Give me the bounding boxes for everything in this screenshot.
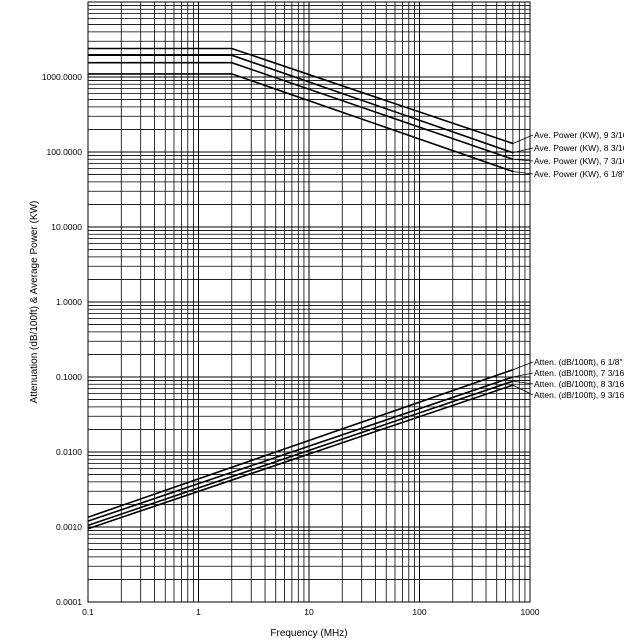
series-line [88, 54, 514, 154]
y-axis-label: Attenuation (dB/100ft) & Average Power (… [29, 201, 40, 404]
y-tick-label: 0.1000 [56, 372, 82, 382]
series-line [87, 368, 514, 518]
series-label: Atten. (dB/100ft), 8 3/16" [534, 379, 624, 389]
series-line [88, 47, 514, 145]
x-tick-label: 1000 [521, 607, 540, 617]
series-label: Ave. Power (KW), 7 3/16" [534, 156, 624, 166]
y-tick-labels: 0.0001 0.0010 0.0100 0.1000 1.0000 10.0000 100… [42, 72, 82, 607]
y-tick-label: 100.0000 [47, 147, 83, 157]
series-line [88, 73, 514, 173]
plot-frame [87, 1, 531, 603]
series-line [88, 61, 514, 161]
x-axis-label: Frequency (MHz) [270, 628, 347, 639]
y-tick-label: 0.0001 [56, 597, 82, 607]
series-label: Atten. (dB/100ft), 6 1/8" [534, 357, 623, 367]
y-tick-label: 0.0100 [56, 447, 82, 457]
series-label: Ave. Power (KW), 6 1/8" [534, 169, 624, 179]
x-tick-label: 100 [412, 607, 426, 617]
series-line [87, 384, 514, 530]
y-tick-label: 1000.0000 [42, 72, 82, 82]
y-tick-label: 0.0010 [56, 522, 82, 532]
y-tick-label: 10.0000 [51, 222, 82, 232]
series-line [87, 376, 514, 522]
y-tick-label: 1.0000 [56, 297, 82, 307]
series-label: Ave. Power (KW), 8 3/16" [534, 143, 624, 153]
x-tick-label: 0.1 [82, 607, 94, 617]
series-label: Atten. (dB/100ft), 9 3/16" [534, 390, 624, 400]
x-tick-labels: 0.1 1 10 100 1000 [82, 607, 540, 617]
x-tick-label: 1 [196, 607, 201, 617]
series-lines [87, 47, 514, 530]
series-label: Ave. Power (KW), 9 3/16" [534, 130, 624, 140]
series-line [87, 380, 514, 527]
series-label: Atten. (dB/100ft), 7 3/16" [534, 368, 624, 378]
x-tick-label: 10 [304, 607, 314, 617]
grid [87, 2, 530, 603]
